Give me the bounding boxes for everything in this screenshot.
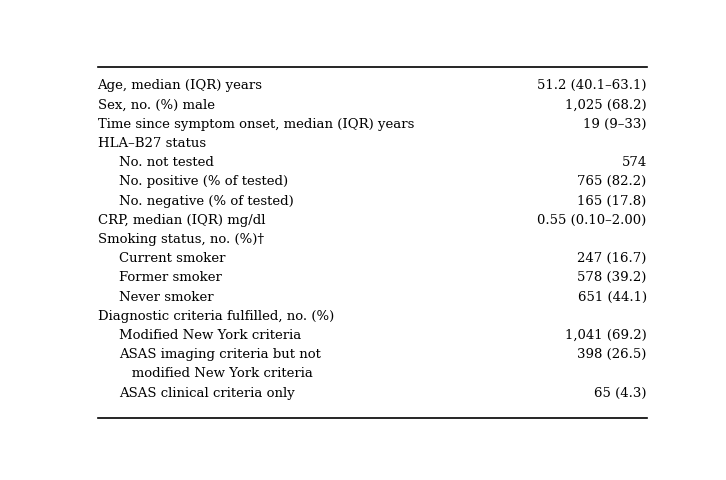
Text: modified New York criteria: modified New York criteria xyxy=(119,368,313,381)
Text: 247 (16.7): 247 (16.7) xyxy=(577,252,647,265)
Text: Time since symptom onset, median (IQR) years: Time since symptom onset, median (IQR) y… xyxy=(97,118,414,131)
Text: 578 (39.2): 578 (39.2) xyxy=(577,271,647,284)
Text: 165 (17.8): 165 (17.8) xyxy=(577,194,647,207)
Text: ASAS imaging criteria but not: ASAS imaging criteria but not xyxy=(119,348,321,361)
Text: 574: 574 xyxy=(621,156,647,169)
Text: 0.55 (0.10–2.00): 0.55 (0.10–2.00) xyxy=(537,214,647,227)
Text: 398 (26.5): 398 (26.5) xyxy=(577,348,647,361)
Text: Age, median (IQR) years: Age, median (IQR) years xyxy=(97,79,263,92)
Text: ASAS clinical criteria only: ASAS clinical criteria only xyxy=(119,387,295,400)
Text: Smoking status, no. (%)†: Smoking status, no. (%)† xyxy=(97,233,264,246)
Text: CRP, median (IQR) mg/dl: CRP, median (IQR) mg/dl xyxy=(97,214,265,227)
Text: 51.2 (40.1–63.1): 51.2 (40.1–63.1) xyxy=(537,79,647,92)
Text: Former smoker: Former smoker xyxy=(119,271,221,284)
Text: 65 (4.3): 65 (4.3) xyxy=(594,387,647,400)
Text: No. positive (% of tested): No. positive (% of tested) xyxy=(119,175,288,188)
Text: Current smoker: Current smoker xyxy=(119,252,225,265)
Text: No. negative (% of tested): No. negative (% of tested) xyxy=(119,194,293,207)
Text: Modified New York criteria: Modified New York criteria xyxy=(119,329,301,342)
Text: 651 (44.1): 651 (44.1) xyxy=(577,290,647,304)
Text: No. not tested: No. not tested xyxy=(119,156,213,169)
Text: 1,025 (68.2): 1,025 (68.2) xyxy=(565,98,647,111)
Text: Diagnostic criteria fulfilled, no. (%): Diagnostic criteria fulfilled, no. (%) xyxy=(97,310,334,323)
Text: 19 (9–33): 19 (9–33) xyxy=(583,118,647,131)
Text: Never smoker: Never smoker xyxy=(119,290,213,304)
Text: 765 (82.2): 765 (82.2) xyxy=(577,175,647,188)
Text: Sex, no. (%) male: Sex, no. (%) male xyxy=(97,98,214,111)
Text: HLA–B27 status: HLA–B27 status xyxy=(97,137,205,150)
Text: 1,041 (69.2): 1,041 (69.2) xyxy=(565,329,647,342)
